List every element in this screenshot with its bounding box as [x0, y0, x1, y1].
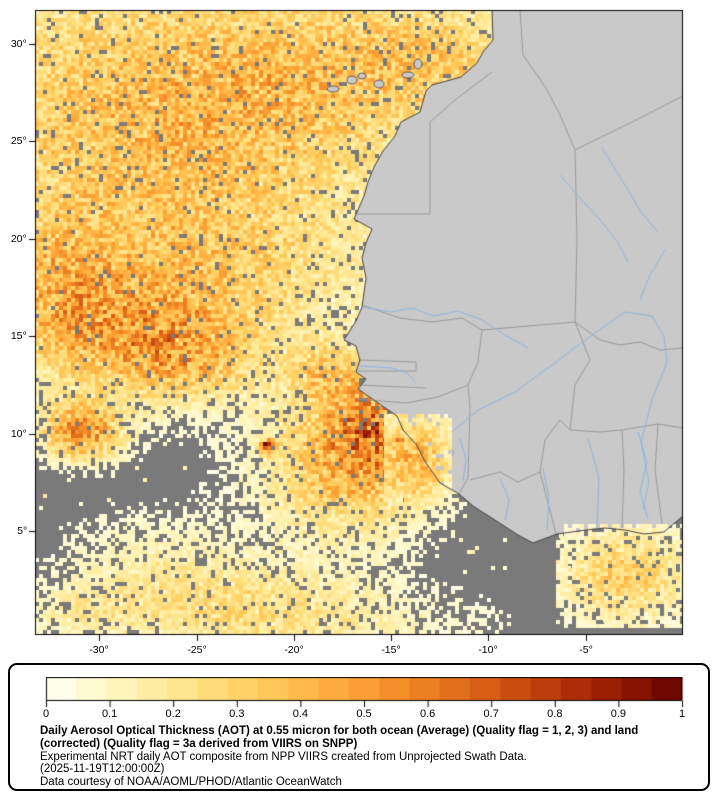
lon-tick-label: -15°	[381, 644, 401, 656]
lat-tick-label: 30°	[10, 38, 27, 50]
colorbar-canvas	[38, 677, 692, 723]
lon-tick-label: -10°	[478, 644, 498, 656]
legend-line-credit: Data courtesy of NOAA/AOML/PHOD/Atlantic…	[40, 776, 342, 789]
lat-tick-label: 15°	[10, 330, 27, 342]
lat-tick-label: 5°	[17, 525, 28, 537]
legend-line-experimental: Experimental NRT daily AOT composite fro…	[40, 750, 527, 763]
lat-tick-label: 10°	[10, 428, 27, 440]
colorbar-tick-label: 0.5	[356, 708, 372, 720]
colorbar-tick-label: 0.3	[229, 708, 245, 720]
colorbar-tick-label: 0.8	[547, 708, 563, 720]
lat-tick-label: 25°	[10, 135, 27, 147]
legend-text-block: Daily Aerosol Optical Thickness (AOT) at…	[40, 725, 690, 789]
lon-tick-label: -20°	[284, 644, 304, 656]
colorbar-tick-label: 0.9	[610, 708, 627, 720]
legend-panel: 0 0.1 0.2 0.3 0.4 0.5 0.6 0.7 0.8 0.9 1 Daily Aero…	[8, 663, 710, 791]
colorbar-tick-label: 0.4	[292, 708, 309, 720]
legend-line-timestamp: (2025-11-19T12:00:00Z)	[40, 763, 165, 776]
colorbar-tick-label: 0.6	[419, 708, 436, 720]
lon-tick-label: -25°	[187, 644, 207, 656]
colorbar-tick-label: 0.7	[483, 708, 499, 720]
colorbar-tick-label: 1	[678, 708, 686, 720]
lat-tick-label: 20°	[10, 233, 27, 245]
lon-tick-label: -5°	[579, 644, 593, 656]
colorbar-tick-label: 0.1	[101, 708, 118, 720]
aot-map-canvas	[0, 0, 720, 660]
colorbar-tick-label: 0.2	[165, 708, 181, 720]
colorbar-tick-label: 0	[42, 708, 50, 720]
legend-title: Daily Aerosol Optical Thickness (AOT) at…	[40, 725, 639, 750]
lon-tick-label: -30°	[89, 644, 109, 656]
